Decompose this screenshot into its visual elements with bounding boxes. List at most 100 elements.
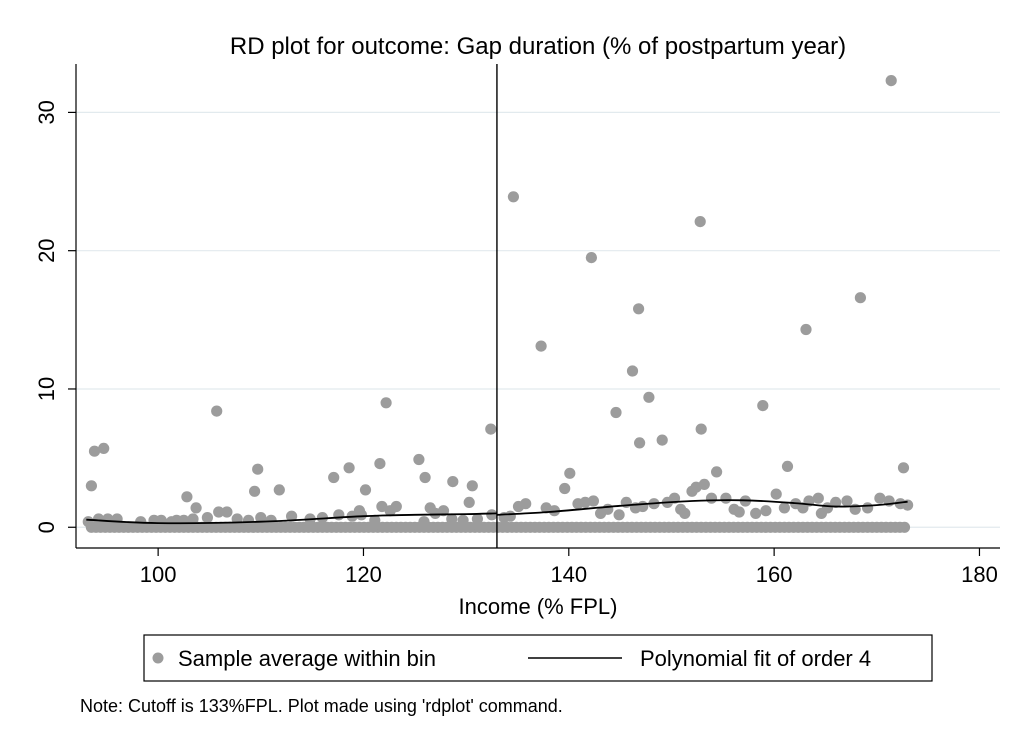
data-point bbox=[446, 513, 458, 525]
data-point bbox=[781, 460, 794, 472]
data-point bbox=[711, 466, 723, 478]
axes bbox=[75, 64, 1000, 549]
data-point bbox=[466, 480, 478, 492]
data-point bbox=[93, 513, 105, 525]
data-point bbox=[201, 511, 213, 524]
data-point bbox=[98, 442, 110, 454]
fit-line-segment-1 bbox=[86, 512, 497, 525]
data-point bbox=[705, 492, 718, 504]
x-axis-label: Income (% FPL) bbox=[459, 594, 618, 619]
data-point bbox=[447, 476, 459, 488]
data-point bbox=[155, 514, 167, 526]
data-point bbox=[841, 495, 853, 507]
data-point bbox=[390, 500, 402, 513]
data-point bbox=[380, 397, 392, 409]
fit-line-segment-2 bbox=[496, 499, 908, 516]
data-point bbox=[333, 509, 345, 521]
data-point bbox=[88, 445, 101, 457]
data-point bbox=[471, 513, 483, 525]
legend-label-points: Sample average within bin bbox=[178, 646, 436, 671]
data-point bbox=[135, 516, 147, 528]
data-point bbox=[355, 509, 367, 521]
data-point bbox=[211, 405, 223, 417]
data-point bbox=[376, 500, 388, 513]
data-point bbox=[854, 292, 867, 304]
x-tick-label-160: 160 bbox=[756, 562, 793, 587]
polynomial-fit-lines bbox=[86, 499, 908, 525]
data-point bbox=[190, 502, 202, 514]
data-point bbox=[587, 495, 600, 507]
data-point bbox=[252, 463, 264, 475]
data-point bbox=[286, 510, 298, 522]
data-point bbox=[694, 216, 706, 228]
data-point bbox=[242, 514, 255, 526]
x-tick-label-180: 180 bbox=[961, 562, 998, 587]
data-point bbox=[463, 496, 475, 508]
data-point bbox=[643, 391, 655, 403]
data-point bbox=[626, 365, 639, 377]
data-point bbox=[507, 191, 519, 203]
data-point bbox=[359, 484, 372, 496]
data-point bbox=[770, 488, 782, 500]
data-point bbox=[695, 423, 707, 435]
data-point bbox=[897, 462, 910, 474]
chart-title: RD plot for outcome: Gap duration (% of … bbox=[230, 33, 846, 60]
data-point bbox=[757, 400, 769, 412]
data-point bbox=[82, 516, 94, 528]
legend-point-marker bbox=[152, 652, 164, 664]
data-point bbox=[564, 467, 576, 479]
y-tick-label-0: 0 bbox=[34, 521, 59, 533]
data-point bbox=[898, 521, 911, 533]
data-point bbox=[413, 453, 425, 466]
data-point bbox=[800, 323, 812, 336]
x-tick-label-100: 100 bbox=[140, 562, 177, 587]
data-point bbox=[679, 507, 691, 519]
y-axis-ticks: 0 10 20 30 bbox=[34, 100, 76, 533]
data-point bbox=[316, 511, 328, 524]
data-point bbox=[221, 506, 233, 518]
data-point bbox=[213, 506, 225, 518]
data-point bbox=[720, 492, 732, 504]
chart-note: Note: Cutoff is 133%FPL. Plot made using… bbox=[80, 696, 563, 716]
data-point bbox=[633, 303, 645, 315]
data-point bbox=[249, 485, 261, 497]
data-point bbox=[750, 507, 762, 519]
data-point bbox=[328, 471, 340, 484]
data-point bbox=[733, 506, 745, 518]
scatter-points bbox=[82, 75, 914, 533]
data-point bbox=[343, 462, 355, 474]
y-tick-label-20: 20 bbox=[34, 238, 59, 262]
data-point bbox=[874, 492, 886, 504]
legend-label-fit: Polynomial fit of order 4 bbox=[640, 646, 871, 671]
data-point bbox=[698, 478, 710, 490]
data-point bbox=[637, 500, 649, 513]
data-point bbox=[559, 482, 571, 495]
x-tick-label-140: 140 bbox=[550, 562, 587, 587]
data-point bbox=[778, 502, 791, 514]
data-point bbox=[634, 437, 646, 449]
data-point bbox=[535, 340, 547, 352]
data-point bbox=[485, 423, 497, 435]
data-point bbox=[418, 516, 430, 528]
data-point bbox=[265, 514, 277, 526]
x-tick-label-120: 120 bbox=[345, 562, 382, 587]
data-point bbox=[602, 503, 614, 515]
data-point bbox=[486, 509, 498, 521]
data-point bbox=[613, 509, 625, 521]
data-point bbox=[862, 502, 874, 514]
data-point bbox=[520, 498, 532, 510]
y-tick-label-10: 10 bbox=[34, 377, 59, 401]
data-point bbox=[812, 492, 824, 504]
data-point bbox=[830, 496, 842, 508]
legend: Sample average within bin Polynomial fit… bbox=[143, 634, 933, 682]
data-point bbox=[181, 491, 193, 503]
x-axis-ticks: 100 120 140 160 180 bbox=[140, 548, 998, 587]
data-point bbox=[187, 513, 199, 525]
data-point bbox=[374, 458, 386, 470]
data-point bbox=[273, 484, 285, 496]
data-point bbox=[255, 511, 267, 524]
data-point bbox=[610, 406, 622, 419]
data-point bbox=[885, 75, 897, 87]
